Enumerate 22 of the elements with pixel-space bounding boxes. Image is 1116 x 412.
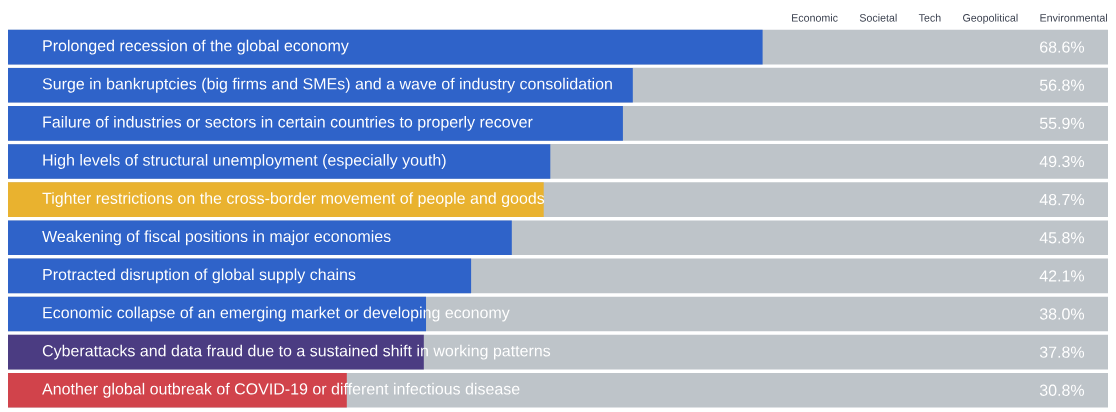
data-label: 42.1% bbox=[1039, 270, 1085, 282]
text: Societal bbox=[859, 13, 897, 22]
y-tick-label: High levels of structural unemployment (especially youth) bbox=[43, 154, 446, 169]
text: Tech bbox=[918, 13, 941, 22]
data-label: 68.6% bbox=[1040, 41, 1085, 53]
y-tick-label: Surge in bankruptcies (big firms and SMEs) and a wave of industry consolidation bbox=[42, 77, 612, 93]
data-label: 30.8% bbox=[1039, 384, 1085, 396]
data-label: 48.7% bbox=[1039, 193, 1085, 206]
y-tick-label: Weakening of fiscal positions in major economies bbox=[42, 230, 391, 246]
data-label: 45.8% bbox=[1039, 232, 1085, 244]
y-tick-label: Protracted disruption of global supply chains bbox=[43, 268, 356, 284]
data-label: 49.3% bbox=[1039, 155, 1085, 168]
data-label: 37.8% bbox=[1039, 346, 1085, 358]
text: Economic bbox=[792, 13, 838, 22]
text: Environmental bbox=[1040, 13, 1108, 22]
text: Geopolitical bbox=[963, 13, 1018, 24]
y-tick-label: Prolonged recession of the global economy bbox=[43, 39, 349, 55]
data-label: 38.0% bbox=[1039, 308, 1085, 320]
data-label: 56.8% bbox=[1039, 79, 1085, 91]
y-tick-label: Tighter restrictions on the cross-border movement of people and goods bbox=[42, 192, 545, 208]
y-tick-label: Failure of industries or sectors in certain countries to properly recover bbox=[43, 115, 533, 131]
data-label: 55.9% bbox=[1039, 117, 1085, 129]
